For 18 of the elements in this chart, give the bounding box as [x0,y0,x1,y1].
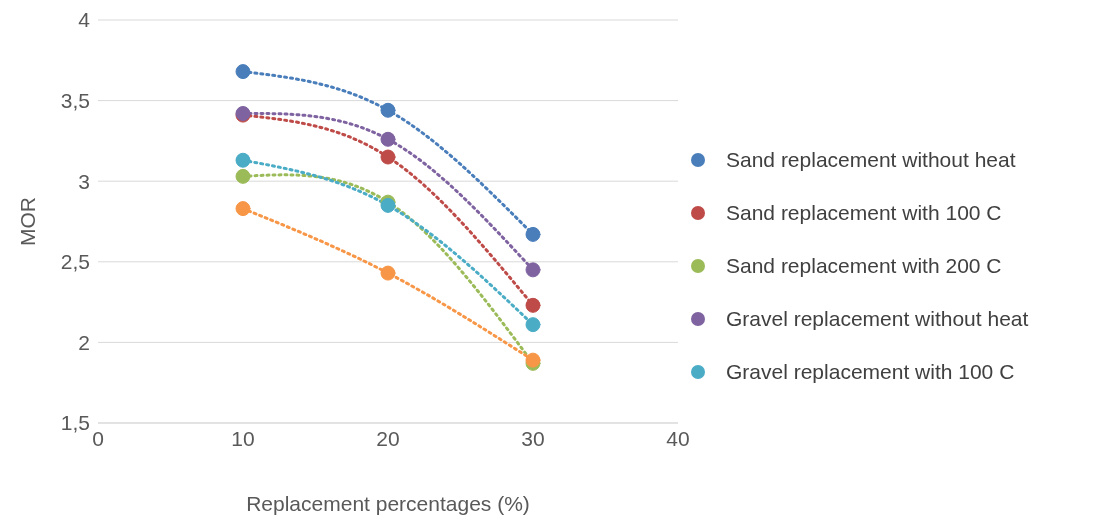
x-tick-label: 10 [231,426,255,450]
x-tick-label: 0 [92,426,104,450]
legend-label: Sand replacement without heat [726,147,1016,172]
legend-label: Sand replacement with 200 C [726,253,1002,278]
y-axis-title: MOR [16,197,40,246]
x-tick-label: 20 [376,426,400,450]
y-tick-label: 2,5 [60,250,90,274]
legend-label: Sand replacement with 100 C [726,200,1002,225]
y-tick-label: 3 [78,169,90,193]
legend-label: Gravel replacement with 100 C [726,359,1015,384]
y-tick-label: 2 [78,330,90,354]
x-axis-title: Replacement percentages (%) [246,492,530,515]
y-tick-label: 3,5 [60,89,90,113]
x-tick-label: 40 [666,426,690,450]
x-tick-label: 30 [521,426,545,450]
y-tick-label: 4 [78,8,91,32]
legend-label: Gravel replacement without heat [726,306,1029,331]
y-tick-label: 1,5 [60,411,90,435]
